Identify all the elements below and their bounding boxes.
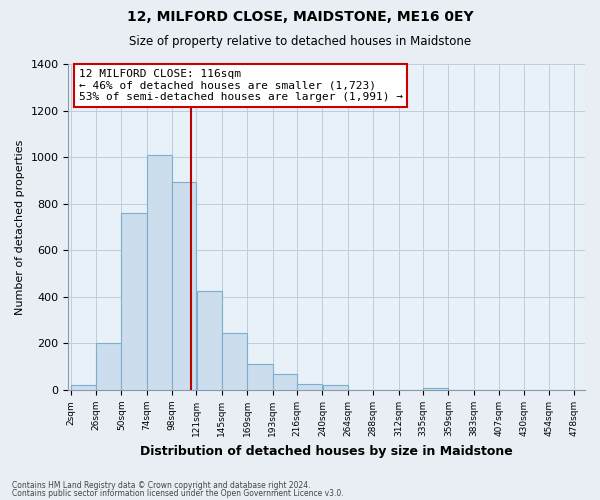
Text: 12 MILFORD CLOSE: 116sqm
← 46% of detached houses are smaller (1,723)
53% of sem: 12 MILFORD CLOSE: 116sqm ← 46% of detach…: [79, 69, 403, 102]
Bar: [247, 364, 272, 390]
Bar: [423, 388, 448, 390]
Text: Contains public sector information licensed under the Open Government Licence v3: Contains public sector information licen…: [12, 488, 344, 498]
Bar: [121, 213, 146, 390]
X-axis label: Distribution of detached houses by size in Maidstone: Distribution of detached houses by size …: [140, 444, 513, 458]
Text: 12, MILFORD CLOSE, MAIDSTONE, ME16 0EY: 12, MILFORD CLOSE, MAIDSTONE, ME16 0EY: [127, 10, 473, 24]
Bar: [147, 155, 172, 390]
Text: Contains HM Land Registry data © Crown copyright and database right 2024.: Contains HM Land Registry data © Crown c…: [12, 481, 311, 490]
Bar: [297, 384, 322, 390]
Text: Size of property relative to detached houses in Maidstone: Size of property relative to detached ho…: [129, 35, 471, 48]
Bar: [197, 291, 222, 390]
Bar: [222, 333, 247, 390]
Bar: [71, 386, 96, 390]
Bar: [96, 344, 121, 390]
Bar: [273, 374, 297, 390]
Bar: [172, 182, 196, 390]
Bar: [323, 386, 348, 390]
Y-axis label: Number of detached properties: Number of detached properties: [15, 140, 25, 314]
